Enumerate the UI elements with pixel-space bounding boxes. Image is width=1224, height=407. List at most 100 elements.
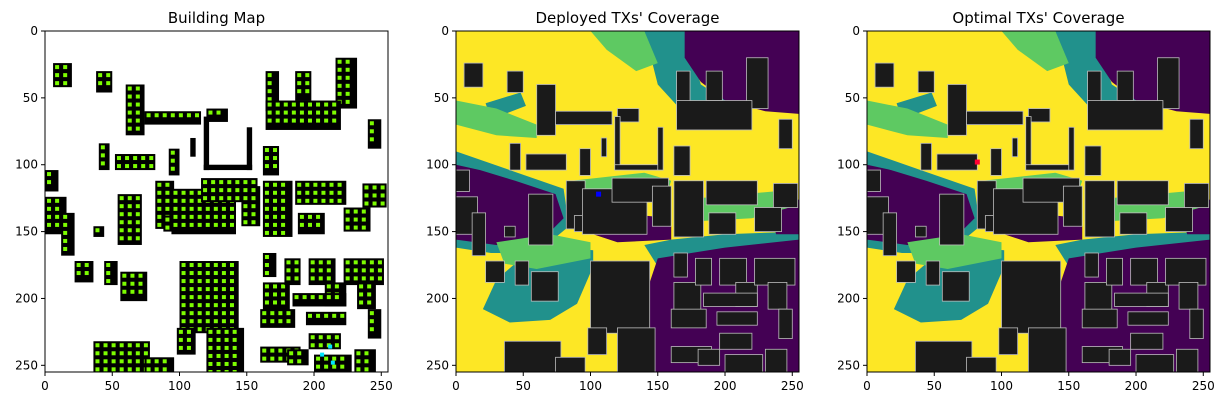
- marker: [205, 222, 210, 227]
- marker: [127, 86, 132, 91]
- marker: [286, 311, 291, 316]
- marker: [76, 263, 81, 268]
- marker: [270, 319, 275, 324]
- marker: [173, 214, 178, 219]
- marker: [95, 343, 100, 348]
- marker: [47, 206, 52, 211]
- building: [144, 111, 202, 125]
- marker: [100, 153, 105, 158]
- marker: [213, 271, 218, 276]
- marker: [318, 343, 323, 348]
- marker: [324, 313, 329, 318]
- marker: [278, 311, 283, 316]
- marker: [286, 268, 291, 273]
- building: [1175, 348, 1199, 372]
- marker: [329, 182, 334, 187]
- marker: [294, 260, 299, 265]
- marker: [361, 209, 366, 214]
- marker: [149, 156, 154, 161]
- marker: [364, 193, 369, 198]
- marker: [127, 196, 132, 201]
- marker: [372, 185, 377, 190]
- marker: [369, 327, 374, 332]
- marker: [318, 335, 323, 340]
- marker: [216, 337, 221, 342]
- marker: [197, 206, 202, 211]
- marker: [205, 263, 210, 268]
- marker: [55, 198, 60, 203]
- building: [114, 154, 156, 171]
- marker: [264, 148, 269, 153]
- plot-area: [45, 31, 388, 372]
- marker: [197, 295, 202, 300]
- building: [617, 327, 656, 372]
- marker: [189, 303, 194, 308]
- marker: [189, 198, 194, 203]
- marker: [294, 295, 299, 300]
- building: [525, 153, 567, 171]
- marker: [345, 91, 350, 96]
- marker: [364, 359, 369, 364]
- building: [506, 70, 524, 93]
- marker: [273, 230, 278, 235]
- marker: [264, 271, 269, 276]
- marker: [194, 113, 199, 118]
- building: [670, 308, 707, 329]
- marker: [119, 196, 124, 201]
- building: [867, 169, 881, 192]
- marker: [95, 351, 100, 356]
- marker: [165, 225, 170, 230]
- marker: [221, 311, 226, 316]
- marker: [138, 289, 143, 294]
- marker: [178, 337, 183, 342]
- marker: [47, 222, 52, 227]
- marker: [213, 295, 218, 300]
- marker: [313, 190, 318, 195]
- building: [456, 169, 470, 192]
- marker: [224, 329, 229, 334]
- marker: [135, 351, 140, 356]
- building: [579, 148, 591, 176]
- marker: [310, 335, 315, 340]
- marker: [337, 182, 342, 187]
- marker: [63, 65, 68, 70]
- building: [600, 137, 608, 158]
- marker: [197, 263, 202, 268]
- marker: [63, 73, 68, 78]
- building: [587, 327, 608, 356]
- marker: [340, 313, 345, 318]
- marker: [262, 348, 267, 353]
- marker: [329, 198, 334, 203]
- marker: [345, 225, 350, 230]
- marker: [270, 348, 275, 353]
- marker: [267, 102, 272, 107]
- marker: [98, 73, 103, 78]
- marker: [219, 196, 224, 201]
- marker: [264, 206, 269, 211]
- marker: [262, 319, 267, 324]
- marker: [173, 198, 178, 203]
- marker: [127, 351, 132, 356]
- marker: [127, 110, 132, 115]
- marker: [297, 198, 302, 203]
- marker: [205, 287, 210, 292]
- chart-title: Deployed TXs' Coverage: [535, 9, 719, 27]
- marker: [326, 260, 331, 265]
- building: [295, 71, 312, 101]
- marker: [146, 113, 151, 118]
- building: [617, 108, 640, 123]
- marker: [273, 284, 278, 289]
- marker: [103, 343, 108, 348]
- building: [915, 225, 927, 238]
- marker: [326, 295, 331, 300]
- marker: [264, 284, 269, 289]
- marker: [345, 217, 350, 222]
- building: [203, 164, 253, 171]
- marker: [122, 273, 127, 278]
- coverage-strong: [907, 234, 1002, 270]
- marker: [133, 156, 138, 161]
- marker: [189, 279, 194, 284]
- marker: [197, 327, 202, 332]
- marker: [135, 102, 140, 107]
